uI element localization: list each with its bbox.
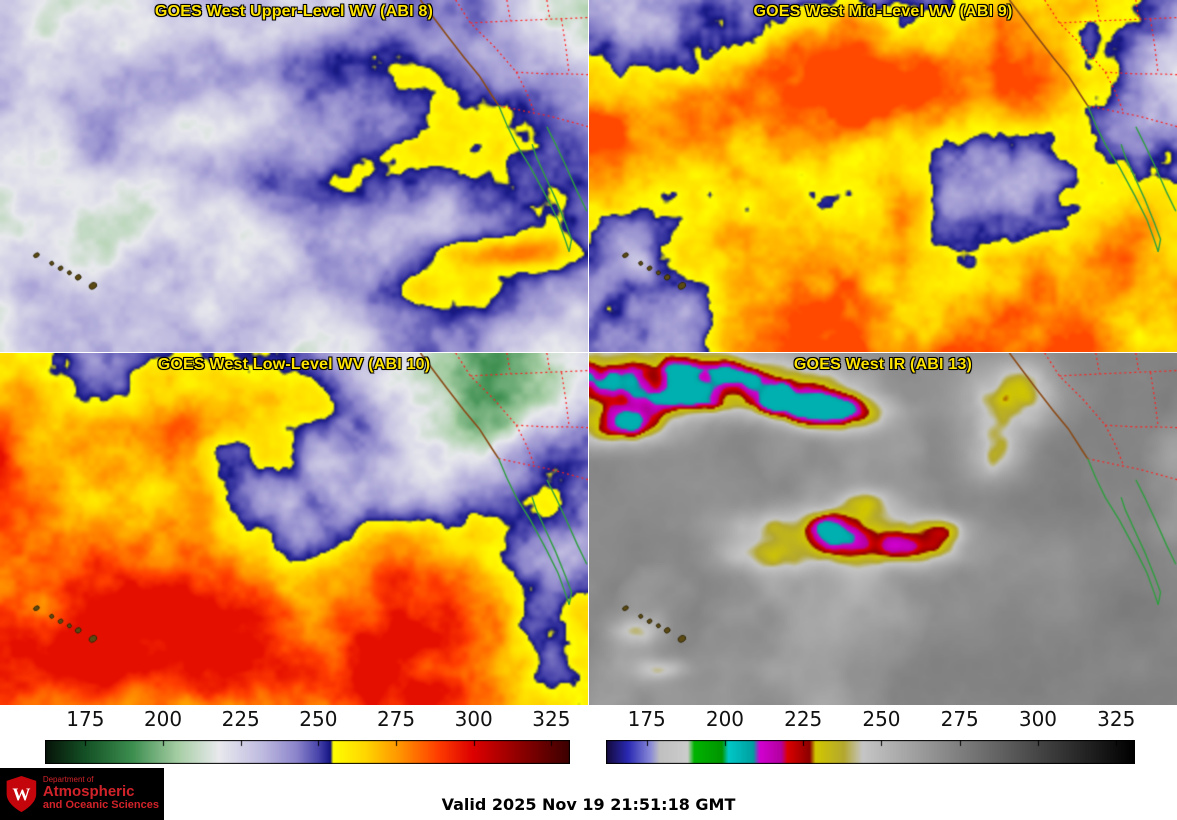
satellite-image-mid-level-wv [589,0,1177,352]
colorbar-wv-tick-labels: 175 200 225 250 275 300 325 [45,707,570,733]
colorbar-ir: 175 200 225 250 275 300 325 [606,706,1135,768]
aos-department-logo: W Department of Atmospheric and Oceanic … [0,768,164,820]
colorbar-ir-tick-label: 325 [1097,707,1136,731]
colorbar-ir-tick-labels: 175 200 225 250 275 300 325 [606,707,1136,733]
colorbar-wv-tick-label: 175 [66,707,105,731]
panel-upper-level-wv: GOES West Upper-Level WV (ABI 8) [0,0,588,352]
satellite-image-ir [589,353,1177,705]
footer: 175 200 225 250 275 300 325 175 200 225 250 275 300… [0,706,1177,820]
panel-mid-level-wv: GOES West Mid-Level WV (ABI 9) [589,0,1177,352]
colorbar-wv-tick-label: 225 [221,707,260,731]
colorbar-ir-tick-label: 225 [784,707,823,731]
colorbar-wv-tick-label: 325 [532,707,571,731]
colorbar-wv-gradient [45,740,570,764]
colorbar-ir-tick-label: 250 [862,707,901,731]
colorbar-wv-tick-label: 275 [376,707,416,731]
colorbar-ir-tick-label: 200 [705,707,745,731]
crest-shield [6,775,37,813]
panel-ir: GOES West IR (ABI 13) [589,353,1177,705]
crest-w-letter: W [12,785,30,805]
valid-time-label: Valid 2025 Nov 19 21:51:18 GMT [441,795,736,814]
colorbar-wv-tick-label: 250 [299,707,338,731]
aos-logo-text: Department of Atmospheric and Oceanic Sc… [42,774,159,813]
logo-line-atmospheric: Atmospheric [42,783,135,801]
colorbar-ir-tick-label: 300 [1018,707,1058,731]
colorbar-ir-gradient [606,740,1135,764]
colorbar-wv-tick-label: 200 [143,707,183,731]
colorbar-wv: 175 200 225 250 275 300 325 [45,706,570,768]
satellite-image-low-level-wv [0,353,588,705]
satellite-image-upper-level-wv [0,0,588,352]
logo-line-department: Department of [42,774,94,784]
logo-line-oceanic: and Oceanic Sciences [42,799,159,812]
colorbar-ir-tick-label: 275 [940,707,979,731]
colorbar-wv-tick-label: 300 [454,707,493,731]
colorbar-ir-tick-label: 175 [627,707,666,731]
panel-low-level-wv: GOES West Low-Level WV (ABI 10) [0,353,588,705]
uw-crest-icon: W [6,775,37,813]
